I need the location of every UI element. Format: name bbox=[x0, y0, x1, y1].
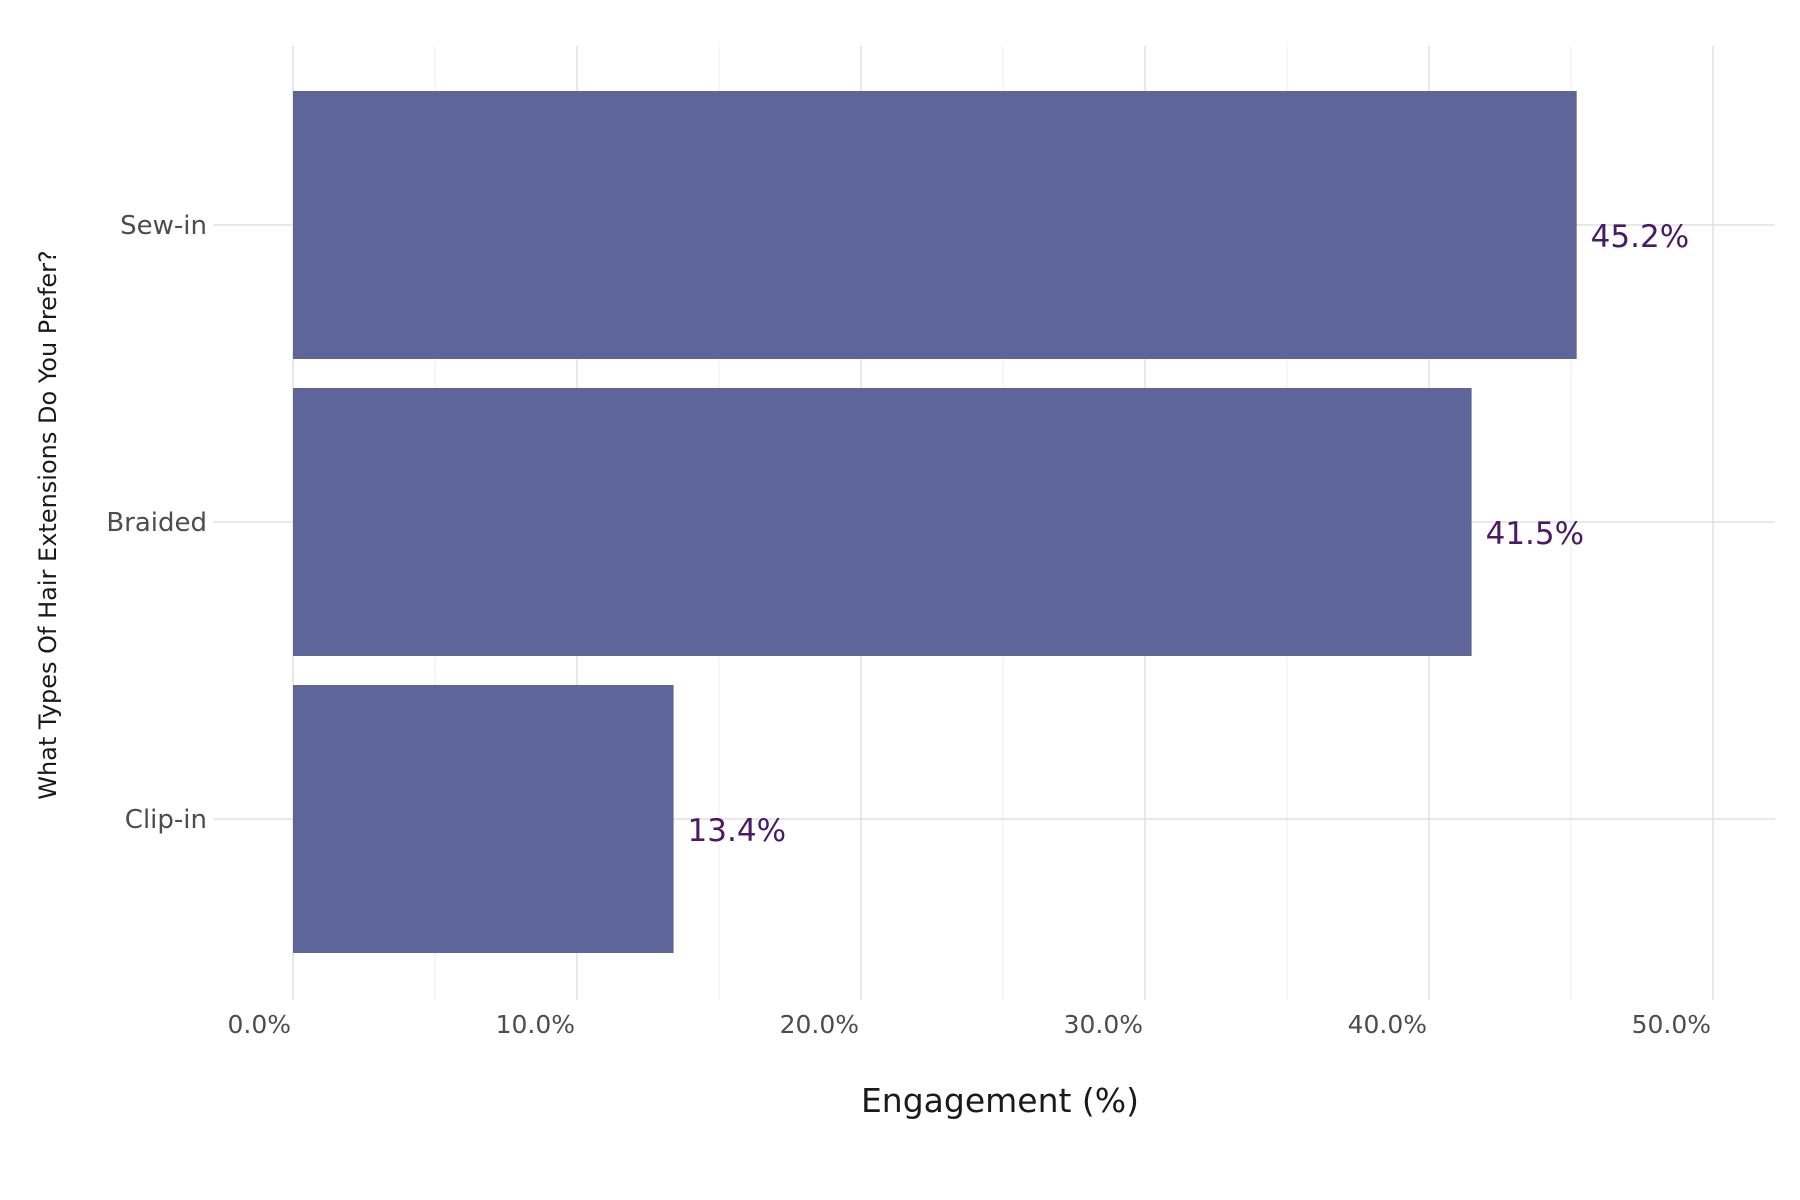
x-tick-label: 10.0% bbox=[496, 1010, 575, 1039]
x-axis-title: Engagement (%) bbox=[861, 1081, 1139, 1120]
x-tick-label: 40.0% bbox=[1348, 1010, 1427, 1039]
category-label: Sew-in bbox=[120, 211, 207, 241]
x-tick-label: 0.0% bbox=[227, 1010, 291, 1039]
y-axis-title: What Types Of Hair Extensions Do You Pre… bbox=[34, 250, 62, 800]
data-label: 45.2% bbox=[1591, 219, 1689, 255]
y-axis-category-labels: Sew-in Braided Clip-in bbox=[106, 211, 207, 835]
x-tick-label: 30.0% bbox=[1064, 1010, 1143, 1039]
bar-braided bbox=[293, 388, 1472, 656]
data-labels: 45.2% 41.5% 13.4% bbox=[688, 219, 1690, 849]
x-tick-label: 50.0% bbox=[1632, 1010, 1711, 1039]
bar-sew-in bbox=[293, 91, 1577, 359]
bar-clip-in bbox=[293, 685, 674, 953]
data-label: 41.5% bbox=[1486, 516, 1584, 552]
data-label: 13.4% bbox=[688, 813, 786, 849]
x-axis-ticks: 0.0% 10.0% 20.0% 30.0% 40.0% 50.0% bbox=[227, 1010, 1711, 1039]
category-label: Braided bbox=[106, 508, 207, 538]
category-label: Clip-in bbox=[125, 805, 207, 835]
x-tick-label: 20.0% bbox=[780, 1010, 859, 1039]
bars bbox=[293, 91, 1577, 953]
